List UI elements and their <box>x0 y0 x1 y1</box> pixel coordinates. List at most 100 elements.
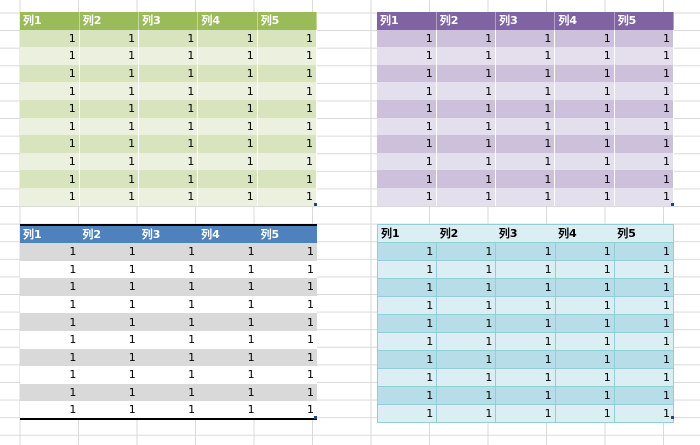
table-cell[interactable]: 1 <box>554 152 615 171</box>
table-cell[interactable]: 1 <box>614 29 675 48</box>
table-cell[interactable]: 1 <box>495 135 556 153</box>
table-cell[interactable]: 1 <box>436 296 497 315</box>
column-header[interactable]: 列1 <box>20 225 80 243</box>
table-cell[interactable]: 1 <box>495 404 556 423</box>
table-cell[interactable]: 1 <box>377 99 437 118</box>
table-cell[interactable]: 1 <box>20 187 80 206</box>
table-cell[interactable]: 1 <box>377 260 438 279</box>
table-cell[interactable]: 1 <box>495 64 556 83</box>
table-cell[interactable]: 1 <box>79 278 139 296</box>
table-cell[interactable]: 1 <box>257 313 317 331</box>
table-cell[interactable]: 1 <box>436 187 497 206</box>
table-cell[interactable]: 1 <box>436 386 497 405</box>
table-cell[interactable]: 1 <box>138 401 199 420</box>
table-cell[interactable]: 1 <box>436 135 497 153</box>
table-cell[interactable]: 1 <box>79 383 139 402</box>
table-cell[interactable]: 1 <box>257 187 318 206</box>
table-cell[interactable]: 1 <box>614 368 675 387</box>
table-cell[interactable]: 1 <box>198 243 258 261</box>
table-green[interactable]: 列1 列2 列3 列4 列5 1 1 1 1 1 1 1 1 1 1 1 1 1 1 1 1 1 1 1 1 1 1 1 1 1 1 1 1 1 1… <box>20 12 318 206</box>
table-cell[interactable]: 1 <box>614 152 675 171</box>
table-cell[interactable]: 1 <box>20 82 80 100</box>
table-cell[interactable]: 1 <box>377 296 438 315</box>
table-cell[interactable]: 1 <box>495 278 556 297</box>
table-cell[interactable]: 1 <box>614 278 675 297</box>
table-cell[interactable]: 1 <box>377 29 437 48</box>
table-cell[interactable]: 1 <box>257 117 318 136</box>
table-cell[interactable]: 1 <box>257 295 317 314</box>
table-purple[interactable]: 列1 列2 列3 列4 列5 1 1 1 1 1 1 1 1 1 1 1 1 1 1 1 1 1 1 1 1 1 1 1 1 1 1 1 1 1 1… <box>377 12 675 206</box>
table-cell[interactable]: 1 <box>79 99 140 118</box>
table-blue[interactable]: 列1 列2 列3 列4 列5 1 1 1 1 1 1 1 1 1 1 1 1 1 1 1 1 1 1 1 1 1 1 1 1 1 1 1 1 1 1… <box>20 224 317 421</box>
table-cell[interactable]: 1 <box>555 314 615 333</box>
table-cell[interactable]: 1 <box>377 82 437 100</box>
column-header[interactable]: 列1 <box>377 224 437 243</box>
table-cell[interactable]: 1 <box>138 187 199 206</box>
table-cell[interactable]: 1 <box>198 295 258 314</box>
column-header[interactable]: 列3 <box>495 12 556 30</box>
table-cell[interactable]: 1 <box>197 135 258 153</box>
table-cell[interactable]: 1 <box>555 386 615 405</box>
table-cell[interactable]: 1 <box>257 82 318 100</box>
column-header[interactable]: 列3 <box>495 224 556 243</box>
table-cell[interactable]: 1 <box>257 64 318 83</box>
table-cell[interactable]: 1 <box>79 348 139 367</box>
column-header[interactable]: 列5 <box>257 12 318 30</box>
table-cell[interactable]: 1 <box>138 383 199 402</box>
table-cell[interactable]: 1 <box>436 117 497 136</box>
table-cell[interactable]: 1 <box>436 242 497 261</box>
table-cell[interactable]: 1 <box>495 82 556 100</box>
table-cell[interactable]: 1 <box>614 296 675 315</box>
table-cell[interactable]: 1 <box>138 366 199 384</box>
table-cell[interactable]: 1 <box>79 82 140 100</box>
table-cell[interactable]: 1 <box>197 82 258 100</box>
table-cell[interactable]: 1 <box>554 82 615 100</box>
table-cell[interactable]: 1 <box>257 152 318 171</box>
table-cell[interactable]: 1 <box>377 117 437 136</box>
table-cell[interactable]: 1 <box>138 243 199 261</box>
column-header[interactable]: 列4 <box>555 224 615 243</box>
column-header[interactable]: 列1 <box>20 12 80 30</box>
table-cell[interactable]: 1 <box>20 99 80 118</box>
column-header[interactable]: 列4 <box>198 225 258 243</box>
table-cell[interactable]: 1 <box>377 332 438 351</box>
table-cell[interactable]: 1 <box>20 313 80 331</box>
table-cell[interactable]: 1 <box>495 47 556 65</box>
table-cell[interactable]: 1 <box>20 383 80 402</box>
table-cell[interactable]: 1 <box>198 278 258 296</box>
table-cell[interactable]: 1 <box>197 117 258 136</box>
column-header[interactable]: 列3 <box>138 12 199 30</box>
table-cell[interactable]: 1 <box>138 117 199 136</box>
table-cell[interactable]: 1 <box>257 170 318 188</box>
table-cell[interactable]: 1 <box>79 187 140 206</box>
table-cell[interactable]: 1 <box>495 99 556 118</box>
table-cell[interactable]: 1 <box>555 404 615 423</box>
table-cell[interactable]: 1 <box>377 350 438 369</box>
column-header[interactable]: 列2 <box>79 225 139 243</box>
table-cell[interactable]: 1 <box>614 350 675 369</box>
table-cell[interactable]: 1 <box>554 117 615 136</box>
table-cell[interactable]: 1 <box>198 383 258 402</box>
table-cell[interactable]: 1 <box>198 401 258 420</box>
table-cell[interactable]: 1 <box>257 135 318 153</box>
table-cell[interactable]: 1 <box>20 117 80 136</box>
table-cell[interactable]: 1 <box>20 170 80 188</box>
table-cell[interactable]: 1 <box>554 29 615 48</box>
table-cell[interactable]: 1 <box>377 64 437 83</box>
table-cell[interactable]: 1 <box>198 366 258 384</box>
table-green-resize-handle[interactable] <box>314 203 317 206</box>
table-cell[interactable]: 1 <box>495 350 556 369</box>
table-cell[interactable]: 1 <box>20 64 80 83</box>
table-cell[interactable]: 1 <box>495 368 556 387</box>
table-cell[interactable]: 1 <box>257 47 318 65</box>
table-cell[interactable]: 1 <box>614 82 675 100</box>
table-cell[interactable]: 1 <box>197 152 258 171</box>
table-aqua[interactable]: 列1 列2 列3 列4 列5 1 1 1 1 1 1 1 1 1 1 1 1 1 1 1 1 1 1 1 1 1 1 1 1 1 1 1 1 1 1… <box>377 224 675 423</box>
table-cell[interactable]: 1 <box>79 29 140 48</box>
table-cell[interactable]: 1 <box>257 99 318 118</box>
table-cell[interactable]: 1 <box>197 47 258 65</box>
table-cell[interactable]: 1 <box>377 47 437 65</box>
table-cell[interactable]: 1 <box>495 117 556 136</box>
table-cell[interactable]: 1 <box>495 314 556 333</box>
table-cell[interactable]: 1 <box>257 29 318 48</box>
